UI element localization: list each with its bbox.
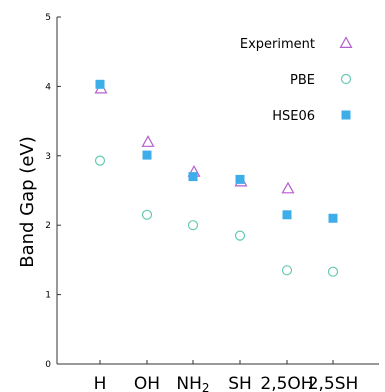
data-point-pbe	[187, 220, 199, 231]
x-category-label: 2,5OH	[260, 374, 313, 392]
data-point-hse06	[95, 79, 105, 89]
data-point-experiment	[281, 181, 295, 194]
y-tick-label: 3	[45, 152, 51, 162]
legend-marker-pbe	[340, 73, 352, 85]
y-axis-label: Band Gap (eV)	[17, 136, 38, 268]
y-tick-label: 2	[45, 221, 51, 231]
legend-marker-experiment	[339, 36, 353, 49]
y-tick-label: 4	[45, 82, 51, 92]
data-point-hse06	[282, 210, 292, 220]
data-point-pbe	[327, 266, 339, 277]
data-point-hse06	[188, 172, 198, 182]
x-category-label: 2,5SH	[308, 374, 359, 392]
x-category-label: OH	[134, 374, 160, 392]
legend-label-pbe: PBE	[290, 73, 315, 88]
data-markers	[94, 79, 339, 277]
legend: Experiment PBE HSE06	[240, 36, 353, 124]
y-tick-label: 0	[45, 360, 51, 370]
data-point-pbe	[281, 265, 293, 276]
data-point-pbe	[94, 155, 106, 166]
legend-label-hse06: HSE06	[272, 109, 315, 124]
data-point-pbe	[234, 230, 246, 241]
data-point-hse06	[142, 150, 152, 160]
axes	[56, 17, 379, 365]
legend-label-experiment: Experiment	[240, 37, 315, 52]
x-category-label: H	[94, 374, 107, 392]
data-point-experiment	[141, 135, 155, 147]
y-tick-label: 1	[45, 291, 51, 301]
x-category-label: NH2	[176, 374, 209, 392]
legend-marker-hse06	[341, 110, 351, 120]
x-category-label: SH	[228, 374, 252, 392]
y-ticks: 0 1 2 3 4 5	[45, 13, 61, 370]
data-point-hse06	[328, 213, 338, 223]
data-point-hse06	[235, 174, 245, 184]
data-point-pbe	[141, 209, 153, 220]
y-tick-label: 5	[45, 13, 51, 23]
